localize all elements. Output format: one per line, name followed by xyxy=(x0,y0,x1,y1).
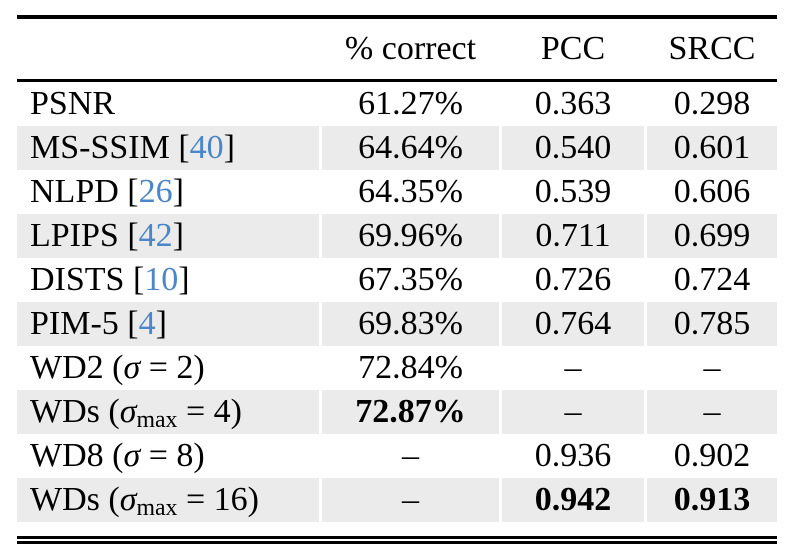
row-label: WDs (σmax = 4) xyxy=(17,390,319,434)
cell-pcc: 0.942 xyxy=(502,478,644,522)
row-label-text: ] xyxy=(178,261,190,298)
cell-percent-correct: 64.35% xyxy=(358,173,463,210)
header-percent-correct: % correct xyxy=(344,30,477,67)
table-header-rule xyxy=(17,79,777,82)
cell-pcc: 0.363 xyxy=(534,85,612,122)
row-label-text: WD8 ( xyxy=(30,437,124,474)
citation-link[interactable]: 10 xyxy=(144,261,179,298)
row-label: DISTS [10] xyxy=(17,258,319,302)
cell-srcc: 0.601 xyxy=(647,126,777,170)
cell-percent-correct: 69.83% xyxy=(322,302,499,346)
math-sigma: σ xyxy=(119,481,137,518)
cell-srcc: 0.913 xyxy=(647,478,777,522)
header-pcc: PCC xyxy=(540,30,606,67)
row-label-text: LPIPS [ xyxy=(30,217,139,254)
cell-srcc: – xyxy=(703,349,721,386)
row-label: LPIPS [42] xyxy=(17,214,319,258)
math-subscript: max xyxy=(136,407,178,434)
row-label-text: ] xyxy=(172,217,184,254)
cell-srcc: 0.902 xyxy=(673,437,751,474)
row-label-text: WDs ( xyxy=(30,481,120,518)
row-label: WDs (σmax = 16) xyxy=(17,478,319,522)
cell-srcc: 0.298 xyxy=(673,85,751,122)
table-row-wd2: WD2 (σ = 2) 72.84% – – xyxy=(17,346,777,390)
cell-pcc: 0.539 xyxy=(534,173,612,210)
row-label: PSNR xyxy=(17,82,319,126)
math-sigma: σ xyxy=(123,437,141,474)
cell-srcc: 0.785 xyxy=(647,302,777,346)
row-label-text: MS-SSIM [ xyxy=(30,129,190,166)
cell-percent-correct: 61.27% xyxy=(358,85,463,122)
math-sigma: σ xyxy=(119,393,137,430)
table-row-pim-5: PIM-5 [4] 69.83% 0.764 0.785 xyxy=(17,302,777,346)
row-label-text: ] xyxy=(172,173,184,210)
cell-pcc: 0.726 xyxy=(534,261,612,298)
table-row-wd8: WD8 (σ = 8) – 0.936 0.902 xyxy=(17,434,777,478)
results-table: % correct PCC SRCC PSNR 61.27% 0.363 0.298 M… xyxy=(17,15,777,544)
header-metric-column xyxy=(17,19,319,79)
math-sigma: σ xyxy=(123,349,141,386)
row-label-text: NLPD [ xyxy=(30,173,139,210)
cell-percent-correct: – xyxy=(322,478,499,522)
cell-percent-correct: 69.96% xyxy=(322,214,499,258)
cell-srcc: – xyxy=(647,390,777,434)
cell-pcc: 0.764 xyxy=(502,302,644,346)
table-body: PSNR 61.27% 0.363 0.298 MS-SSIM [40] 64.64% 0.… xyxy=(17,82,777,522)
table-bottom-rule xyxy=(17,536,777,544)
cell-pcc: 0.711 xyxy=(502,214,644,258)
row-label-text: = 16) xyxy=(177,481,259,518)
row-label-text: = 4) xyxy=(177,393,242,430)
row-label-text: ] xyxy=(155,305,167,342)
table-row-ms-ssim: MS-SSIM [40] 64.64% 0.540 0.601 xyxy=(17,126,777,170)
cell-srcc: 0.606 xyxy=(673,173,751,210)
row-label-text: DISTS [ xyxy=(30,261,145,298)
citation-link[interactable]: 4 xyxy=(138,305,156,342)
row-label: NLPD [26] xyxy=(17,170,319,214)
cell-percent-correct: 67.35% xyxy=(358,261,463,298)
row-label-text: WDs ( xyxy=(30,393,120,430)
cell-percent-correct: 72.87% xyxy=(322,390,499,434)
table-row-lpips: LPIPS [42] 69.96% 0.711 0.699 xyxy=(17,214,777,258)
row-label: WD8 (σ = 8) xyxy=(17,434,319,478)
row-label-text: WD2 ( xyxy=(30,349,124,386)
table-row-wds-4: WDs (σmax = 4) 72.87% – – xyxy=(17,390,777,434)
citation-link[interactable]: 42 xyxy=(138,217,173,254)
cell-percent-correct: 64.64% xyxy=(322,126,499,170)
row-label-text: = 2) xyxy=(140,349,205,386)
cell-srcc: 0.724 xyxy=(673,261,751,298)
row-label: PIM-5 [4] xyxy=(17,302,319,346)
row-label-text: ] xyxy=(223,129,235,166)
table-row-dists: DISTS [10] 67.35% 0.726 0.724 xyxy=(17,258,777,302)
row-label-text: PIM-5 [ xyxy=(30,305,139,342)
table-bottom-gap xyxy=(17,522,777,536)
math-subscript: max xyxy=(136,495,178,522)
table-row-wds-16: WDs (σmax = 16) –0.942 0.913 xyxy=(17,478,777,522)
cell-srcc: 0.699 xyxy=(647,214,777,258)
cell-pcc: 0.936 xyxy=(534,437,612,474)
citation-link[interactable]: 26 xyxy=(138,173,173,210)
table-row-psnr: PSNR 61.27% 0.363 0.298 xyxy=(17,82,777,126)
row-label: WD2 (σ = 2) xyxy=(17,346,319,390)
table-header-row: % correct PCC SRCC xyxy=(17,19,777,79)
table-top-rule xyxy=(17,15,777,19)
cell-pcc: – xyxy=(502,390,644,434)
table-row-nlpd: NLPD [26] 64.35% 0.539 0.606 xyxy=(17,170,777,214)
cell-percent-correct: 72.84% xyxy=(358,349,463,386)
row-label: MS-SSIM [40] xyxy=(17,126,319,170)
cell-pcc: 0.540 xyxy=(502,126,644,170)
row-label-text: PSNR xyxy=(30,85,116,122)
cell-pcc: – xyxy=(564,349,582,386)
header-srcc: SRCC xyxy=(668,30,756,67)
citation-link[interactable]: 40 xyxy=(189,129,224,166)
row-label-text: = 8) xyxy=(140,437,205,474)
cell-percent-correct: – xyxy=(402,437,419,474)
